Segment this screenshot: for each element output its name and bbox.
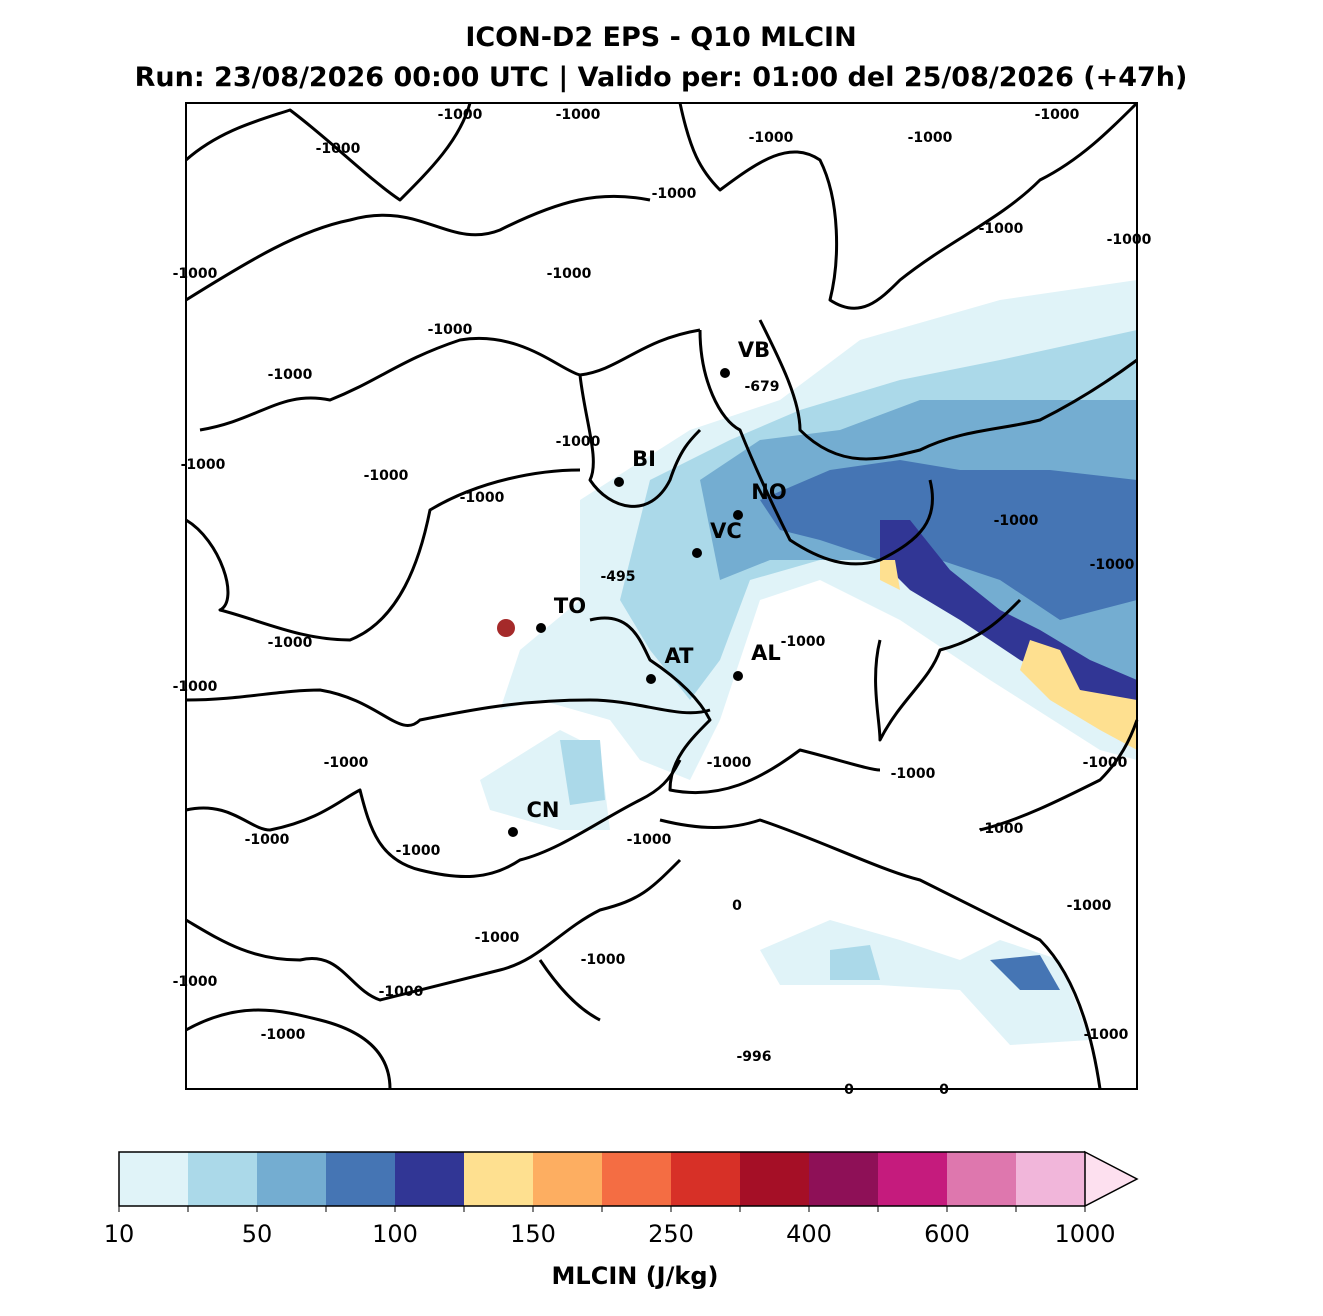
colorbar-tick-label: 150: [510, 1220, 556, 1248]
value-annotation: -1000: [1090, 557, 1135, 573]
value-annotation: -1000: [173, 679, 218, 695]
colorbar: 10 50 100 150 250 400 600 1000 MLCIN (J/kg): [104, 1150, 1139, 1290]
colorbar-tick-label: 1000: [1054, 1220, 1115, 1248]
value-annotation: -1000: [547, 266, 592, 282]
value-annotation: -1000: [245, 832, 290, 848]
colorbar-segment: [671, 1152, 740, 1206]
borders: [185, 101, 1139, 1090]
value-annotation: -1000: [460, 490, 505, 506]
value-annotation: -1000: [556, 107, 601, 123]
city-label: AL: [751, 641, 781, 665]
value-annotation: -1000: [1067, 898, 1112, 914]
colorbar-tick-label: 100: [372, 1220, 418, 1248]
value-annotation: -679: [744, 379, 779, 395]
city-dot: [508, 827, 518, 837]
city-dot: [692, 548, 702, 558]
colorbar-segment: [1016, 1152, 1085, 1206]
value-annotation: -1000: [438, 107, 483, 123]
value-annotation: -495: [600, 569, 635, 585]
value-annotation: -1000: [364, 468, 409, 484]
colorbar-segment: [464, 1152, 533, 1206]
value-annotation: -1000: [994, 513, 1039, 529]
value-annotation: -1000: [379, 984, 424, 1000]
title: ICON-D2 EPS - Q10 MLCIN: [465, 22, 856, 53]
city-dot: [646, 674, 656, 684]
city-dot: [614, 477, 624, 487]
colorbar-segment: [809, 1152, 878, 1206]
colorbar-segment: [740, 1152, 809, 1206]
value-annotation: -1000: [707, 755, 752, 771]
city-label: TO: [554, 594, 586, 618]
value-annotation: -1000: [181, 457, 226, 473]
colorbar-tick-label: 50: [242, 1220, 273, 1248]
value-annotation: -1000: [581, 952, 626, 968]
colorbar-tick-label: 250: [648, 1220, 694, 1248]
value-annotation: -1000: [173, 974, 218, 990]
colorbar-segment: [602, 1152, 671, 1206]
city-label: BI: [632, 447, 656, 471]
value-annotation: -1000: [428, 322, 473, 338]
value-annotation: -1000: [268, 367, 313, 383]
value-annotation: -1000: [891, 766, 936, 782]
value-annotation: -1000: [652, 186, 697, 202]
value-annotation: -1000: [316, 141, 361, 157]
colorbar-tick-label: 400: [786, 1220, 832, 1248]
value-annotation: -1000: [781, 634, 826, 650]
colorbar-segment: [257, 1152, 326, 1206]
city-dot: [733, 671, 743, 681]
precip-field: [480, 280, 1137, 1045]
value-annotation: -1000: [979, 821, 1024, 837]
location-marker: [497, 619, 515, 637]
colorbar-segment: [878, 1152, 947, 1206]
value-annotation: -1000: [1084, 1027, 1129, 1043]
value-annotation: 0: [732, 898, 742, 914]
city-dot: [733, 510, 743, 520]
colorbar-segment: [119, 1152, 188, 1206]
colorbar-segment: [533, 1152, 602, 1206]
city-label: VB: [738, 338, 770, 362]
colorbar-segment: [947, 1152, 1016, 1206]
value-annotation: 0: [939, 1082, 949, 1098]
colorbar-label: MLCIN (J/kg): [552, 1262, 719, 1290]
city-label: CN: [527, 798, 560, 822]
colorbar-segment: [326, 1152, 395, 1206]
colorbar-tick-label: 600: [924, 1220, 970, 1248]
city-dot: [536, 623, 546, 633]
value-annotation: 0: [844, 1082, 854, 1098]
colorbar-segment: [188, 1152, 257, 1206]
value-annotation: -1000: [261, 1027, 306, 1043]
value-annotation: -1000: [627, 832, 672, 848]
value-annotation: -1000: [1107, 232, 1152, 248]
value-annotation: -1000: [979, 221, 1024, 237]
city-label: AT: [665, 644, 695, 668]
colorbar-tick-label: 10: [104, 1220, 135, 1248]
subtitle: Run: 23/08/2026 00:00 UTC | Valido per: …: [135, 62, 1188, 93]
cities: VB BI NO VC TO AT AL CN: [508, 338, 787, 837]
value-annotation: -1000: [396, 843, 441, 859]
value-annotation: -1000: [556, 434, 601, 450]
value-annotation: -1000: [475, 930, 520, 946]
value-annotation: -1000: [173, 266, 218, 282]
colorbar-extend: [1084, 1150, 1139, 1208]
value-annotation: -996: [736, 1049, 771, 1065]
value-annotation: -1000: [1035, 107, 1080, 123]
city-label: NO: [751, 480, 786, 504]
value-annotation: -1000: [749, 130, 794, 146]
city-label: VC: [710, 519, 742, 543]
colorbar-segment: [395, 1152, 464, 1206]
value-annotation: -1000: [268, 635, 313, 651]
map-frame: [185, 102, 1138, 1090]
city-dot: [720, 368, 730, 378]
value-annotation: -1000: [1083, 755, 1128, 771]
value-annotations: -1000 -1000 -1000 -1000 -1000 -1000 -1000 -1000…: [173, 107, 1152, 1098]
value-annotation: -1000: [324, 755, 369, 771]
value-annotation: -1000: [908, 130, 953, 146]
